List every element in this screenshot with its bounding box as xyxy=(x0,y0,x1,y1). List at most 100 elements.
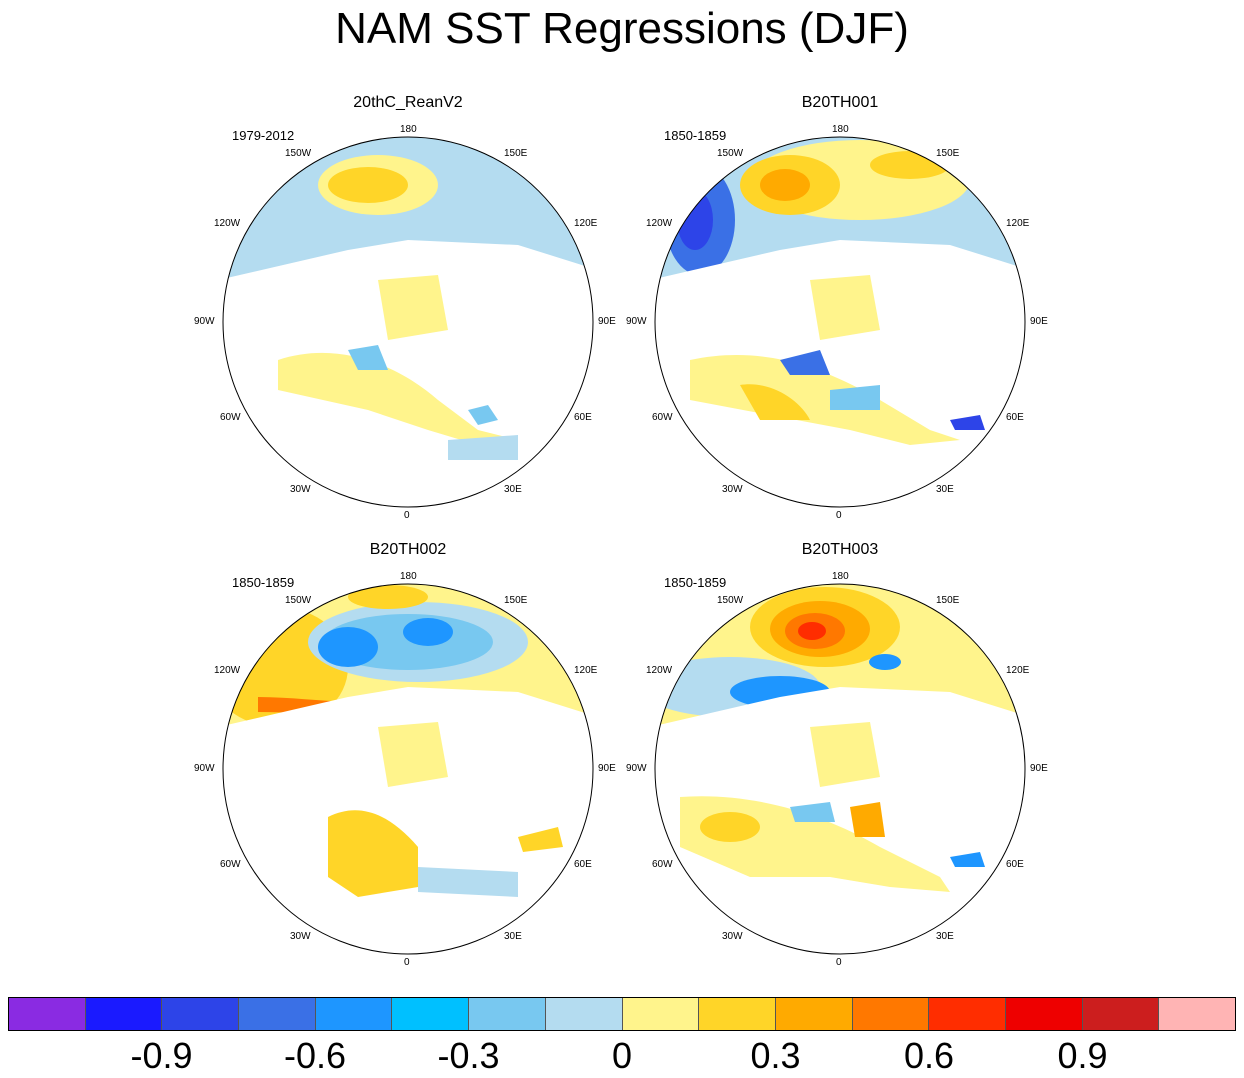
colorbar-swatch xyxy=(162,998,240,1030)
anomaly-positive xyxy=(328,167,408,203)
lon-label: 30W xyxy=(722,931,743,942)
map-panel-3: B20TH002 1850-1859 180 150W 150E 120W 12… xyxy=(194,541,616,968)
panel-period: 1850-1859 xyxy=(664,575,727,590)
panel-title: B20TH003 xyxy=(801,541,879,558)
panel-title: B20TH002 xyxy=(369,541,447,558)
lon-label: 0 xyxy=(836,957,842,968)
arctic-anomaly xyxy=(378,722,448,787)
lon-label: 150E xyxy=(936,148,960,159)
colorbar-tick-label: 0.9 xyxy=(1057,1035,1108,1076)
panel-title: 20thC_ReanV2 xyxy=(353,94,463,111)
colorbar-swatch xyxy=(929,998,1006,1030)
lon-label: 60E xyxy=(1006,859,1024,870)
colorbar-swatch xyxy=(1159,998,1235,1030)
colorbar-tick-label: -0.3 xyxy=(437,1035,500,1076)
colorbar-swatch xyxy=(85,998,163,1030)
colorbar-swatch xyxy=(239,998,316,1030)
polar-map-4 xyxy=(654,583,1026,955)
anomaly-positive xyxy=(348,585,428,609)
lon-label: 180 xyxy=(400,571,417,582)
lon-label: 90E xyxy=(598,316,616,327)
anomaly-negative xyxy=(677,190,713,250)
lon-label: 150W xyxy=(717,148,744,159)
lon-label: 30E xyxy=(504,484,522,495)
anomaly-negative xyxy=(403,618,453,646)
panel-period: 1979-2012 xyxy=(232,128,295,143)
map-boundary xyxy=(654,136,1026,508)
lon-label: 150W xyxy=(717,595,744,606)
lon-label: 90E xyxy=(598,763,616,774)
colorbar-swatch xyxy=(699,998,776,1030)
lon-label: 90W xyxy=(626,316,647,327)
polar-map-2 xyxy=(654,136,1026,508)
anomaly-negative xyxy=(348,345,388,370)
lon-label: 90W xyxy=(626,763,647,774)
lon-label: 90W xyxy=(194,763,215,774)
map-panel-4: B20TH003 1850-1859 180 150W 150E 120W 12… xyxy=(626,541,1048,968)
colorbar-tick-label: -0.6 xyxy=(283,1035,347,1076)
lon-label: 60E xyxy=(574,412,592,423)
lon-label: 60W xyxy=(220,412,241,423)
lon-label: 150W xyxy=(285,148,312,159)
colorbar-swatch xyxy=(392,998,470,1030)
lon-label: 30W xyxy=(722,484,743,495)
lon-label: 60E xyxy=(574,859,592,870)
lon-label: 120E xyxy=(574,665,598,676)
anomaly-positive xyxy=(760,169,810,201)
panel-period: 1850-1859 xyxy=(664,128,727,143)
anomaly-positive xyxy=(740,384,810,420)
colorbar xyxy=(8,997,1236,1031)
map-boundary xyxy=(222,136,594,508)
lon-label: 120W xyxy=(646,665,673,676)
anomaly-negative xyxy=(950,415,985,430)
lon-label: 120E xyxy=(1006,665,1030,676)
panel-period: 1850-1859 xyxy=(232,575,295,590)
lon-label: 30E xyxy=(936,484,954,495)
lon-label: 120W xyxy=(646,218,673,229)
lon-label: 180 xyxy=(832,571,849,582)
lon-label: 30E xyxy=(936,931,954,942)
figure-title: NAM SST Regressions (DJF) xyxy=(335,4,909,53)
colorbar-swatch xyxy=(469,998,546,1030)
colorbar-swatch xyxy=(775,998,853,1030)
lon-label: 150W xyxy=(285,595,312,606)
anomaly-positive xyxy=(690,354,960,445)
lon-label: 30W xyxy=(290,484,311,495)
anomaly-negative xyxy=(468,405,498,425)
colorbar-tick-label: 0 xyxy=(611,1035,633,1076)
colorbar-swatch xyxy=(852,998,930,1030)
lon-label: 120W xyxy=(214,218,241,229)
anomaly-positive xyxy=(798,622,826,640)
lon-label: 60W xyxy=(652,412,673,423)
anomaly-positive xyxy=(518,827,563,852)
lon-label: 150E xyxy=(504,148,528,159)
lon-label: 120E xyxy=(574,218,598,229)
anomaly-positive xyxy=(278,352,518,445)
anomaly-negative xyxy=(418,867,518,897)
colorbar-swatch xyxy=(1005,998,1083,1030)
anomaly-negative xyxy=(950,852,985,867)
anomaly-positive xyxy=(328,810,418,897)
lon-label: 0 xyxy=(404,510,410,521)
lon-label: 0 xyxy=(836,510,842,521)
anomaly-negative xyxy=(830,385,880,410)
colorbar-swatch xyxy=(545,998,623,1030)
colorbar-swatch xyxy=(622,998,700,1030)
lon-label: 180 xyxy=(400,124,417,135)
map-boundary xyxy=(222,583,594,955)
lon-label: 0 xyxy=(404,957,410,968)
land-mass xyxy=(223,687,593,954)
arctic-anomaly xyxy=(810,275,880,340)
lon-label: 60W xyxy=(220,859,241,870)
map-panel-1: 20thC_ReanV2 1979-2012 180 150W 150E 120… xyxy=(194,94,616,521)
anomaly-negative xyxy=(780,350,830,375)
lon-label: 30W xyxy=(290,931,311,942)
arctic-anomaly xyxy=(378,275,448,340)
lon-label: 150E xyxy=(504,595,528,606)
anomaly-positive xyxy=(850,802,885,837)
colorbar-tick-label: 0.3 xyxy=(750,1035,801,1076)
lon-label: 180 xyxy=(832,124,849,135)
lon-label: 90E xyxy=(1030,316,1048,327)
lon-label: 90W xyxy=(194,316,215,327)
map-boundary xyxy=(654,583,1026,955)
